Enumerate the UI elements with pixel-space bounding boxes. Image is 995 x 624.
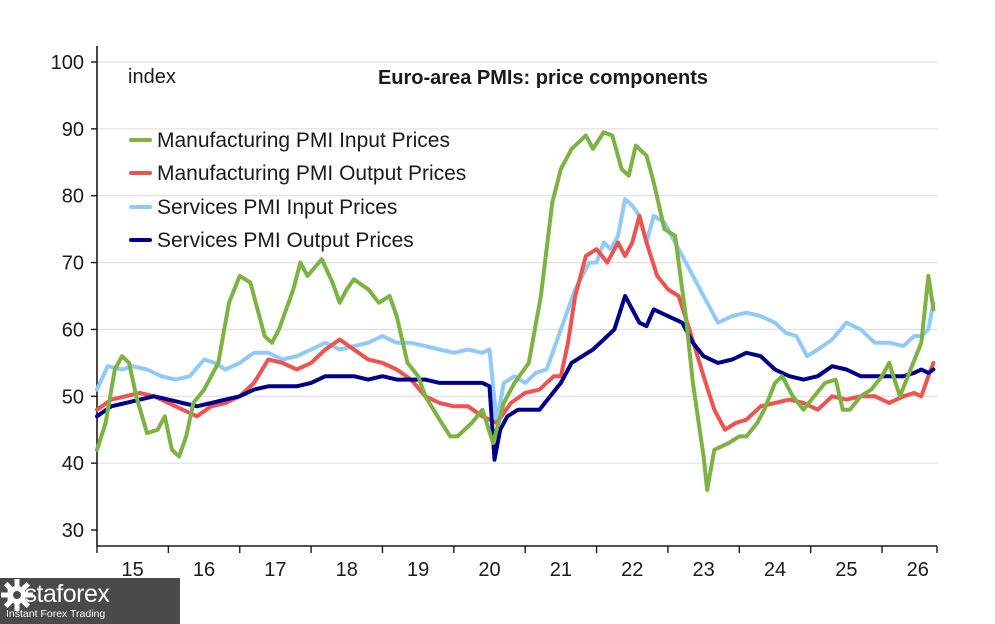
x-tick-label-19: 19 (407, 559, 429, 581)
x-tick-label-26: 26 (907, 559, 929, 581)
x-tick-label-20: 20 (478, 559, 500, 581)
y-tick-label-80: 80 (62, 186, 84, 208)
y-unit-label: index (128, 66, 176, 88)
legend-label-manufacturing-pmi-input-prices: Manufacturing PMI Input Prices (157, 129, 450, 152)
series-line-services-pmi-input-prices (95, 197, 936, 425)
x-tick-label-16: 16 (193, 559, 215, 581)
x-tick-label-22: 22 (621, 559, 643, 581)
x-tick-labels: 15 16 17 18 19 20 21 22 23 24 25 26 (122, 559, 929, 581)
x-tick-label-17: 17 (264, 559, 286, 581)
x-tick-label-18: 18 (336, 559, 358, 581)
y-tick-label-100: 100 (51, 52, 84, 74)
y-tick-label-70: 70 (62, 253, 84, 275)
y-tick-label-90: 90 (62, 119, 84, 141)
x-tick-marks (96, 546, 938, 553)
y-tick-label-60: 60 (62, 319, 84, 341)
watermark: instaforex Instant Forex Trading (0, 578, 180, 624)
x-tick-label-25: 25 (835, 559, 857, 581)
legend-label-services-pmi-output-prices: Services PMI Output Prices (157, 229, 414, 252)
legend-label-services-pmi-input-prices: Services PMI Input Prices (157, 196, 397, 219)
x-tick-label-23: 23 (693, 559, 715, 581)
y-tick-label-50: 50 (62, 386, 84, 408)
x-tick-label-24: 24 (764, 559, 786, 581)
gear-logo-icon (1, 579, 33, 611)
series-lines (95, 130, 936, 492)
x-tick-label-21: 21 (550, 559, 572, 581)
axes (96, 46, 937, 547)
legend: Manufacturing PMI Input Prices Manufactur… (129, 129, 466, 252)
y-tick-label-40: 40 (62, 453, 84, 475)
x-tick-label-15: 15 (122, 559, 144, 581)
legend-label-manufacturing-pmi-output-prices: Manufacturing PMI Output Prices (157, 162, 466, 185)
series-line-services-pmi-output-prices (95, 294, 936, 462)
series-line-manufacturing-pmi-input-prices (95, 130, 936, 492)
series-line-manufacturing-pmi-output-prices (95, 213, 936, 432)
y-tick-labels: 30 40 50 60 70 80 90 100 (51, 52, 97, 542)
watermark-tagline: Instant Forex Trading (6, 608, 106, 621)
chart-title: Euro-area PMIs: price components (378, 67, 708, 89)
y-tick-label-30: 30 (62, 520, 84, 542)
